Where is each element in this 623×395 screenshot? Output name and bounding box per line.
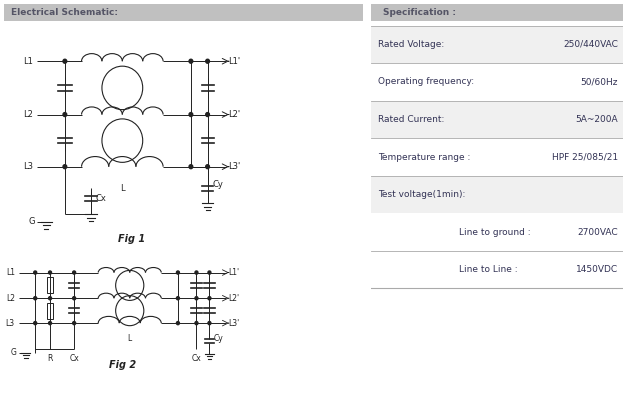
Text: G: G (11, 348, 17, 357)
Circle shape (189, 59, 193, 63)
Text: Cx: Cx (192, 354, 201, 363)
Circle shape (176, 271, 179, 274)
Circle shape (73, 297, 75, 300)
Circle shape (206, 59, 209, 63)
Text: L3': L3' (228, 162, 240, 171)
Circle shape (34, 271, 37, 274)
Circle shape (208, 271, 211, 274)
Text: 1450VDC: 1450VDC (576, 265, 618, 274)
Text: L1': L1' (228, 57, 240, 66)
Text: L2': L2' (228, 110, 240, 119)
Circle shape (63, 165, 67, 169)
Text: 250/440VAC: 250/440VAC (563, 40, 618, 49)
Text: L2: L2 (6, 294, 15, 303)
Circle shape (63, 113, 67, 117)
Text: 50/60Hz: 50/60Hz (581, 77, 618, 87)
Text: L: L (120, 184, 125, 194)
Text: L1: L1 (24, 57, 34, 66)
Circle shape (73, 271, 75, 274)
Text: Electrical Schematic:: Electrical Schematic: (11, 8, 118, 17)
Text: Rated Current:: Rated Current: (378, 115, 445, 124)
Circle shape (176, 322, 179, 325)
FancyBboxPatch shape (4, 4, 363, 21)
Text: R: R (47, 354, 53, 363)
Text: Fig 2: Fig 2 (109, 360, 136, 371)
Circle shape (176, 297, 179, 300)
Circle shape (49, 297, 52, 300)
Bar (47, 278, 54, 293)
Text: L2': L2' (228, 294, 239, 303)
Circle shape (189, 165, 193, 169)
Text: Temperature range :: Temperature range : (378, 152, 470, 162)
Text: Cx: Cx (69, 354, 79, 363)
Circle shape (49, 322, 52, 325)
Circle shape (189, 113, 193, 117)
Circle shape (206, 165, 209, 169)
Circle shape (195, 297, 198, 300)
Bar (371, 101, 623, 138)
Text: Cy: Cy (212, 180, 223, 189)
Text: Cx: Cx (95, 194, 106, 203)
Text: Fig 1: Fig 1 (118, 234, 145, 244)
Bar (371, 26, 623, 63)
Text: L2: L2 (24, 110, 34, 119)
Text: Line to ground :: Line to ground : (459, 228, 531, 237)
Circle shape (49, 271, 52, 274)
Circle shape (195, 271, 198, 274)
Bar (371, 176, 623, 213)
Text: 2700VAC: 2700VAC (578, 228, 618, 237)
Text: Test voltage(1min):: Test voltage(1min): (378, 190, 465, 199)
FancyBboxPatch shape (371, 4, 623, 21)
Text: L3: L3 (23, 162, 34, 171)
Text: HPF 25/085/21: HPF 25/085/21 (552, 152, 618, 162)
Text: G: G (29, 218, 36, 226)
Circle shape (195, 322, 198, 325)
Circle shape (73, 322, 75, 325)
Text: Line to Line :: Line to Line : (459, 265, 518, 274)
Text: L1: L1 (6, 268, 15, 277)
Text: L1': L1' (228, 268, 239, 277)
Text: L: L (128, 334, 132, 343)
Circle shape (208, 297, 211, 300)
Text: Rated Voltage:: Rated Voltage: (378, 40, 444, 49)
Text: Operating frequency:: Operating frequency: (378, 77, 474, 87)
Bar (47, 303, 54, 318)
Text: L3: L3 (6, 319, 15, 327)
Text: Specification :: Specification : (383, 8, 456, 17)
Text: L3': L3' (228, 319, 239, 327)
Text: Cy: Cy (213, 335, 223, 343)
Circle shape (206, 113, 209, 117)
Text: 5A~200A: 5A~200A (575, 115, 618, 124)
Circle shape (34, 297, 37, 300)
Circle shape (63, 59, 67, 63)
Circle shape (34, 322, 37, 325)
Circle shape (208, 322, 211, 325)
